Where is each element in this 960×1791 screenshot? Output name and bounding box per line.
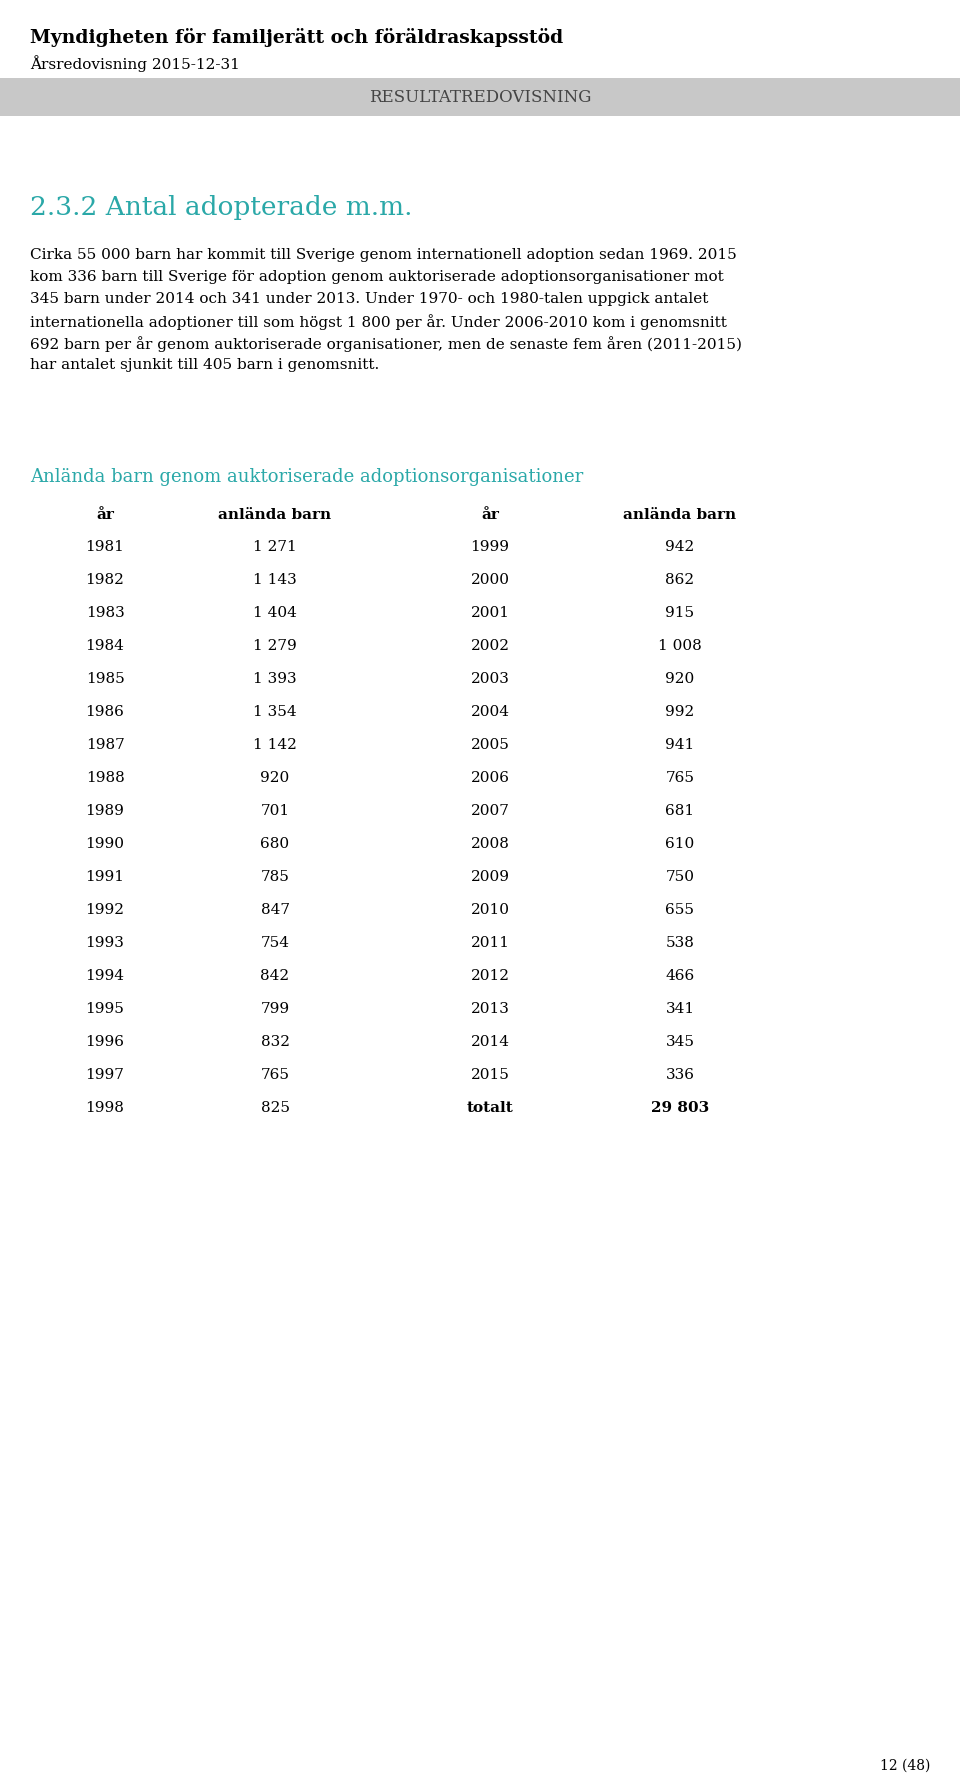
Text: 2.3.2 Antal adopterade m.m.: 2.3.2 Antal adopterade m.m.	[30, 195, 413, 220]
Text: 2009: 2009	[470, 870, 510, 885]
Text: 1 279: 1 279	[253, 639, 297, 654]
Text: 832: 832	[260, 1035, 290, 1050]
Text: 538: 538	[665, 937, 694, 949]
Text: 1 008: 1 008	[659, 639, 702, 654]
Text: Årsredovisning 2015-12-31: Årsredovisning 2015-12-31	[30, 56, 240, 72]
Text: Anlända barn genom auktoriserade adoptionsorganisationer: Anlända barn genom auktoriserade adoptio…	[30, 467, 584, 485]
Text: 655: 655	[665, 903, 694, 917]
Text: 785: 785	[260, 870, 289, 885]
Text: 1996: 1996	[85, 1035, 125, 1050]
Text: har antalet sjunkit till 405 barn i genomsnitt.: har antalet sjunkit till 405 barn i geno…	[30, 358, 379, 373]
Text: 2003: 2003	[470, 672, 510, 686]
Text: 1 271: 1 271	[253, 541, 297, 553]
Text: 1 393: 1 393	[253, 672, 297, 686]
Text: 941: 941	[665, 738, 695, 752]
Text: 1984: 1984	[85, 639, 125, 654]
Text: 1995: 1995	[85, 1001, 125, 1015]
Text: Myndigheten för familjerätt och föräldraskapsstöd: Myndigheten för familjerätt och föräldra…	[30, 29, 564, 47]
Text: 920: 920	[260, 770, 290, 784]
Text: 2008: 2008	[470, 836, 510, 851]
Text: 2006: 2006	[470, 770, 510, 784]
Text: 1994: 1994	[85, 969, 125, 983]
Text: internationella adoptioner till som högst 1 800 per år. Under 2006-2010 kom i ge: internationella adoptioner till som högs…	[30, 313, 727, 330]
Text: 1981: 1981	[85, 541, 125, 553]
Text: 1987: 1987	[85, 738, 125, 752]
Text: 701: 701	[260, 804, 290, 818]
Text: 920: 920	[665, 672, 695, 686]
Text: 2005: 2005	[470, 738, 510, 752]
Text: 765: 765	[260, 1067, 290, 1082]
Text: 1993: 1993	[85, 937, 125, 949]
Text: 862: 862	[665, 573, 695, 587]
Text: RESULTATREDOVISNING: RESULTATREDOVISNING	[369, 88, 591, 106]
Text: 1999: 1999	[470, 541, 510, 553]
Text: 1 404: 1 404	[253, 605, 297, 620]
Text: 1 143: 1 143	[253, 573, 297, 587]
Text: 2015: 2015	[470, 1067, 510, 1082]
Text: 754: 754	[260, 937, 290, 949]
Text: 842: 842	[260, 969, 290, 983]
Text: totalt: totalt	[467, 1101, 514, 1116]
Text: 1 354: 1 354	[253, 706, 297, 718]
Text: 610: 610	[665, 836, 695, 851]
Text: 825: 825	[260, 1101, 290, 1116]
Text: 1 142: 1 142	[253, 738, 297, 752]
Text: år: år	[481, 509, 499, 521]
Text: 1991: 1991	[85, 870, 125, 885]
Text: 1998: 1998	[85, 1101, 125, 1116]
Text: 345: 345	[665, 1035, 694, 1050]
Text: 1988: 1988	[85, 770, 125, 784]
Text: 29 803: 29 803	[651, 1101, 709, 1116]
Text: 341: 341	[665, 1001, 695, 1015]
Text: 12 (48): 12 (48)	[879, 1759, 930, 1773]
Text: 336: 336	[665, 1067, 694, 1082]
Text: 2004: 2004	[470, 706, 510, 718]
Text: 1997: 1997	[85, 1067, 125, 1082]
Text: 799: 799	[260, 1001, 290, 1015]
Text: 942: 942	[665, 541, 695, 553]
Text: 2012: 2012	[470, 969, 510, 983]
Text: 1989: 1989	[85, 804, 125, 818]
Text: 2011: 2011	[470, 937, 510, 949]
Text: 2000: 2000	[470, 573, 510, 587]
Text: 2014: 2014	[470, 1035, 510, 1050]
Text: 680: 680	[260, 836, 290, 851]
Text: 681: 681	[665, 804, 695, 818]
Bar	[0, 79, 960, 116]
Text: 345 barn under 2014 och 341 under 2013. Under 1970- och 1980-talen uppgick antal: 345 barn under 2014 och 341 under 2013. …	[30, 292, 708, 306]
Text: anlända barn: anlända barn	[623, 509, 736, 521]
Text: 466: 466	[665, 969, 695, 983]
Text: 1992: 1992	[85, 903, 125, 917]
Text: 992: 992	[665, 706, 695, 718]
Text: kom 336 barn till Sverige för adoption genom auktoriserade adoptionsorganisation: kom 336 barn till Sverige för adoption g…	[30, 270, 724, 285]
Text: 1986: 1986	[85, 706, 125, 718]
Text: anlända barn: anlända barn	[219, 509, 331, 521]
Text: 2002: 2002	[470, 639, 510, 654]
Text: 765: 765	[665, 770, 694, 784]
Text: 1985: 1985	[85, 672, 125, 686]
Text: 915: 915	[665, 605, 695, 620]
Text: 2013: 2013	[470, 1001, 510, 1015]
Text: år: år	[96, 509, 114, 521]
Text: 1983: 1983	[85, 605, 125, 620]
Text: 2001: 2001	[470, 605, 510, 620]
Text: 847: 847	[260, 903, 290, 917]
Text: 1990: 1990	[85, 836, 125, 851]
Text: 750: 750	[665, 870, 694, 885]
Text: 2007: 2007	[470, 804, 510, 818]
Text: 1982: 1982	[85, 573, 125, 587]
Text: 2010: 2010	[470, 903, 510, 917]
Text: 692 barn per år genom auktoriserade organisationer, men de senaste fem åren (201: 692 barn per år genom auktoriserade orga…	[30, 337, 742, 351]
Text: Cirka 55 000 barn har kommit till Sverige genom internationell adoption sedan 19: Cirka 55 000 barn har kommit till Sverig…	[30, 247, 736, 261]
